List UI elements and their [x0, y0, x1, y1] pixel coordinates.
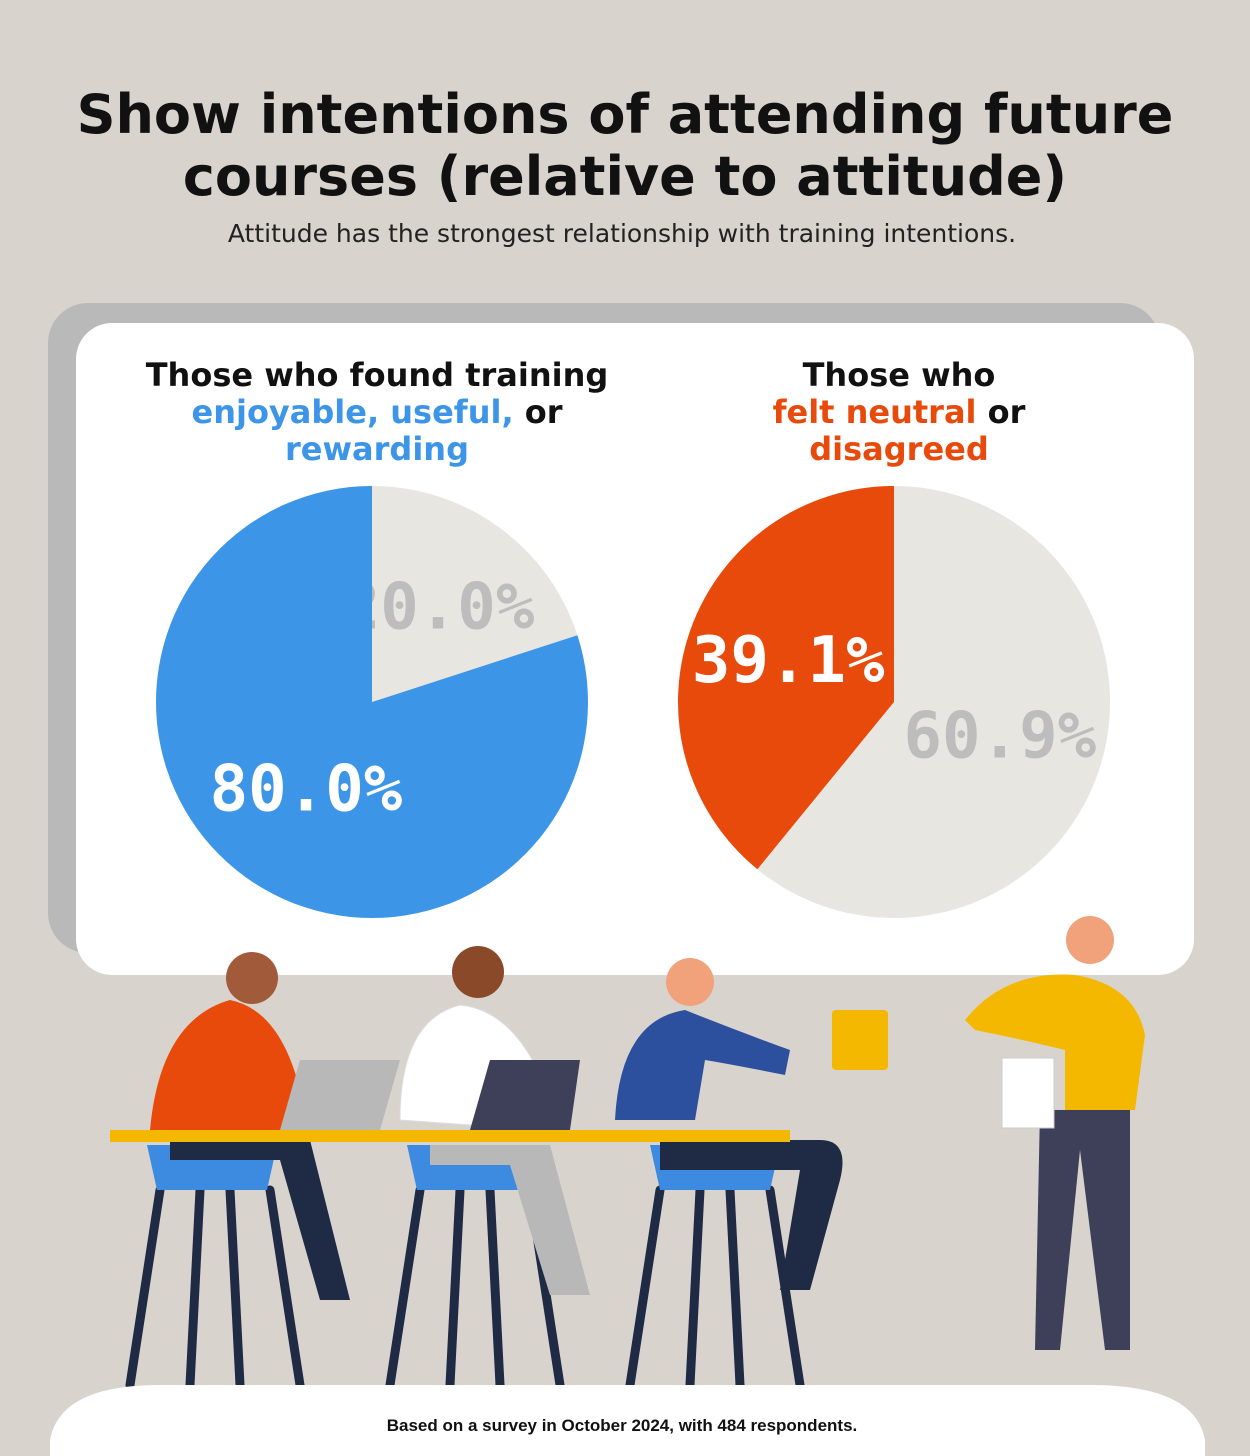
title: Show intentions of attending future [77, 83, 1174, 146]
chart-title-part: felt neutral [773, 393, 977, 431]
chart-title-part: rewarding [285, 430, 469, 468]
chart-title-part: Those who [803, 356, 996, 394]
chart-title-part: enjoyable, useful, [191, 393, 513, 431]
chart-title: felt neutral or [773, 393, 1026, 431]
pie-slice [156, 486, 589, 918]
pie-slice [677, 486, 894, 870]
pie-slice [372, 486, 578, 702]
chart-title-part: or [525, 393, 563, 431]
slice-label: 80.0% [210, 752, 403, 826]
footnote: Based on a survey in October 2024, with … [387, 1416, 858, 1435]
chart-title: disagreed [809, 430, 989, 468]
chart-title-part: disagreed [809, 430, 989, 468]
chart-title: Those who [803, 356, 996, 394]
chart-title-part: Those who found training [146, 356, 609, 394]
subtitle: Attitude has the strongest relationship … [228, 219, 1016, 248]
slice-label: 39.1% [692, 624, 885, 698]
chart-title: Those who found training [146, 356, 609, 394]
slice-label: 60.9% [903, 699, 1096, 773]
slice-label: 20.0% [342, 571, 535, 645]
pie-slice [757, 486, 1110, 918]
chart-title: enjoyable, useful, or [191, 393, 562, 431]
illustration [110, 916, 1145, 1390]
chart-title: rewarding [285, 430, 469, 468]
title: courses (relative to attitude) [183, 145, 1067, 208]
footer [50, 1385, 1205, 1456]
chart-title-part: or [988, 393, 1026, 431]
